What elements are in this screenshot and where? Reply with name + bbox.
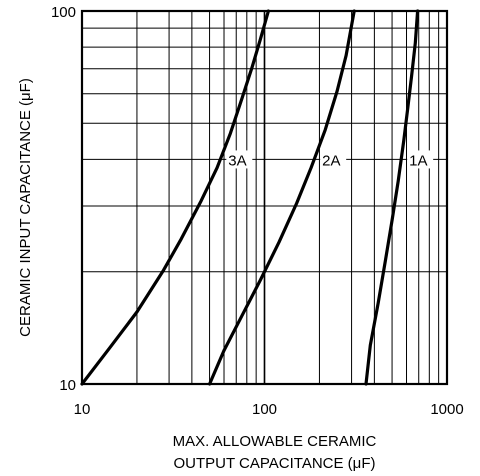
series-labels: 3A 2A 1A [226, 150, 434, 169]
x-axis-label-line1: MAX. ALLOWABLE CERAMIC [173, 433, 377, 450]
series-line-3a [80, 9, 270, 386]
series-lines [80, 9, 420, 386]
series-line-1a [364, 9, 420, 386]
x-tick-label: 1000 [430, 401, 463, 418]
x-tick-label: 10 [74, 401, 91, 418]
y-tick-label: 10 [59, 377, 76, 394]
x-tick-label: 100 [252, 401, 277, 418]
grid [82, 11, 447, 384]
series-label-background [226, 150, 253, 169]
series-line-2a [208, 9, 356, 386]
y-axis-label: CERAMIC INPUT CAPACITANCE (μF) [17, 78, 34, 337]
plot-frame [80, 9, 449, 386]
series-label-3a: 3A [228, 152, 246, 169]
tick-labels: 10 100 1000 10 100 [51, 4, 464, 418]
series-label-background [320, 150, 347, 169]
x-axis-label-line2: OUTPUT CAPACITANCE (μF) [174, 455, 376, 472]
series-label-1a: 1A [409, 152, 427, 169]
y-tick-label: 100 [51, 4, 76, 21]
series-label-2a: 2A [322, 152, 340, 169]
series-label-background [407, 150, 434, 169]
